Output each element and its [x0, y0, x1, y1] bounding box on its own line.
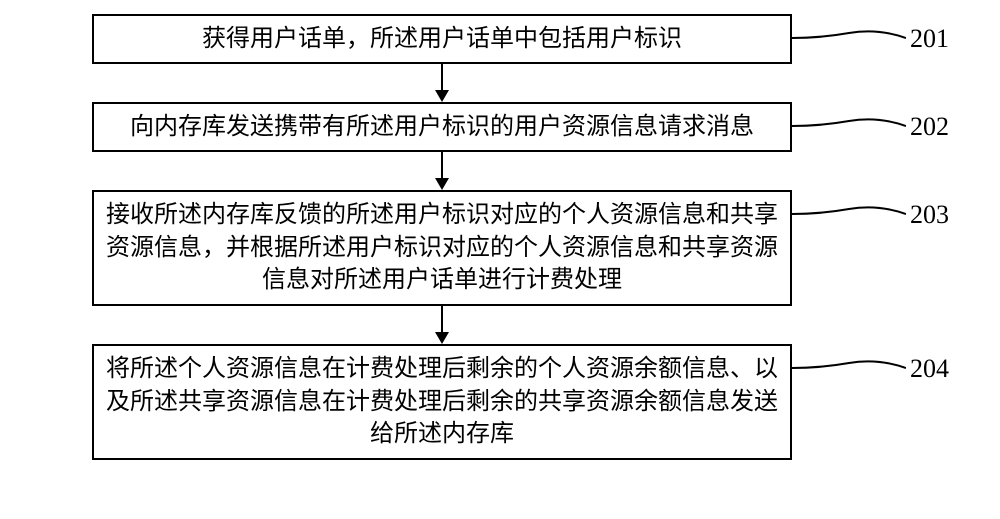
flow-step-202: 向内存库发送携带有所述用户标识的用户资源信息请求消息 [92, 102, 792, 152]
label-connector-203 [792, 204, 906, 224]
label-connector-201 [792, 28, 906, 48]
arrow-202-to-203 [433, 152, 451, 190]
flow-step-text: 获得用户话单，所述用户话单中包括用户标识 [202, 23, 682, 55]
arrow-201-to-202 [433, 64, 451, 102]
step-label-203: 203 [910, 200, 949, 230]
flow-step-204: 将所述个人资源信息在计费处理后剩余的个人资源余额信息、以及所述共享资源信息在计费… [92, 344, 792, 460]
flow-step-text: 向内存库发送携带有所述用户标识的用户资源信息请求消息 [130, 111, 754, 143]
flow-step-203: 接收所述内存库反馈的所述用户标识对应的个人资源信息和共享资源信息，并根据所述用户… [92, 190, 792, 306]
label-connector-204 [792, 358, 906, 378]
step-label-202: 202 [910, 112, 949, 142]
flow-step-text: 将所述个人资源信息在计费处理后剩余的个人资源余额信息、以及所述共享资源信息在计费… [106, 353, 778, 450]
arrow-203-to-204 [433, 306, 451, 344]
flow-step-201: 获得用户话单，所述用户话单中包括用户标识 [92, 14, 792, 64]
label-connector-202 [792, 116, 906, 136]
step-label-204: 204 [910, 354, 949, 384]
flow-step-text: 接收所述内存库反馈的所述用户标识对应的个人资源信息和共享资源信息，并根据所述用户… [106, 199, 778, 296]
step-label-201: 201 [910, 24, 949, 54]
